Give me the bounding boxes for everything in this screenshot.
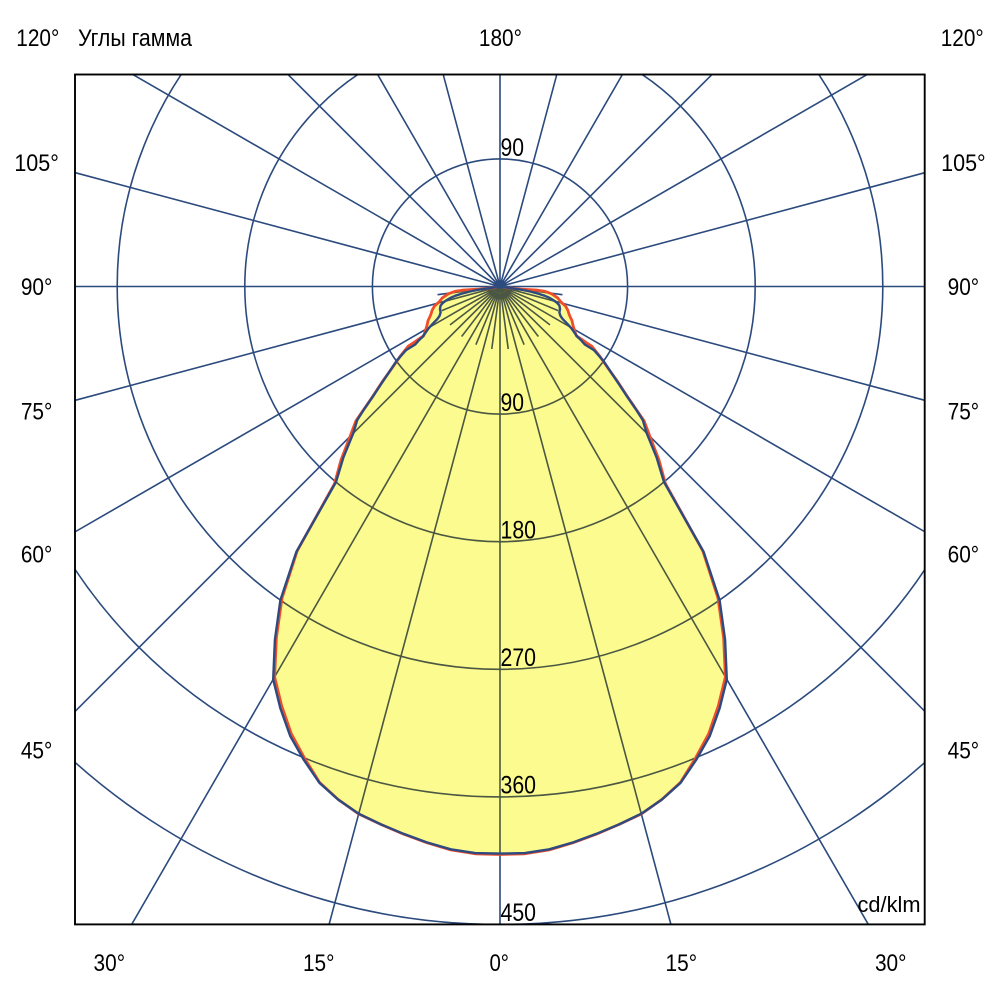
svg-text:180: 180 bbox=[501, 517, 537, 545]
svg-text:105°: 105° bbox=[941, 150, 986, 177]
svg-text:30°: 30° bbox=[875, 950, 907, 977]
svg-text:180°: 180° bbox=[479, 25, 522, 52]
svg-text:45°: 45° bbox=[21, 738, 53, 765]
svg-text:270: 270 bbox=[501, 644, 537, 672]
svg-text:450: 450 bbox=[501, 899, 537, 927]
svg-text:75°: 75° bbox=[948, 398, 980, 425]
svg-text:90: 90 bbox=[501, 389, 525, 417]
svg-text:45°: 45° bbox=[948, 738, 980, 765]
svg-text:120°: 120° bbox=[941, 25, 984, 52]
svg-text:90°: 90° bbox=[21, 274, 53, 301]
svg-text:105°: 105° bbox=[14, 150, 59, 177]
svg-text:90°: 90° bbox=[948, 274, 980, 301]
svg-text:60°: 60° bbox=[21, 542, 53, 569]
svg-text:75°: 75° bbox=[21, 398, 53, 425]
svg-text:30°: 30° bbox=[94, 950, 126, 977]
svg-text:15°: 15° bbox=[303, 950, 335, 977]
svg-text:120°: 120° bbox=[16, 25, 59, 52]
svg-text:90: 90 bbox=[501, 134, 525, 162]
svg-text:60°: 60° bbox=[948, 542, 980, 569]
svg-text:360: 360 bbox=[501, 772, 537, 800]
svg-text:Углы гамма: Углы гамма bbox=[78, 25, 192, 52]
svg-text:0°: 0° bbox=[489, 950, 509, 977]
svg-text:15°: 15° bbox=[666, 950, 698, 977]
svg-text:cd/klm: cd/klm bbox=[858, 892, 921, 917]
